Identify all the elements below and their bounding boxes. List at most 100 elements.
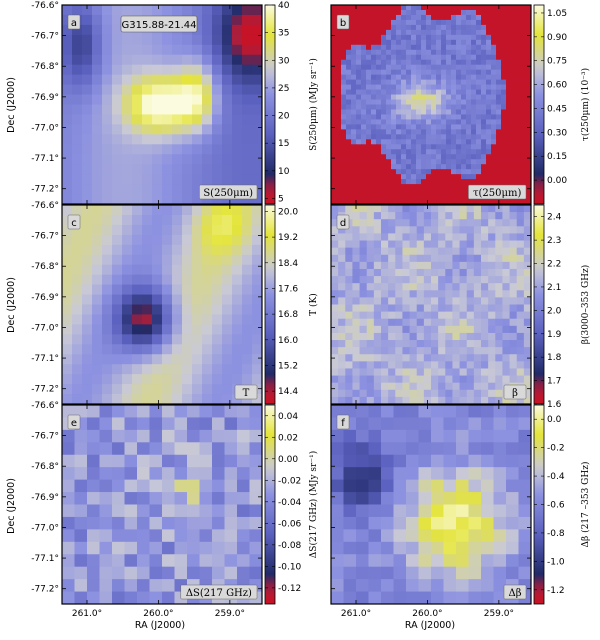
svg-text:d: d — [340, 218, 346, 229]
panel-frame-c — [61, 204, 263, 405]
panel-letter-f: f — [336, 414, 350, 430]
svg-text:c: c — [71, 218, 77, 229]
colorbar-tick-label-d: 1.9 — [547, 330, 562, 340]
colorbar-tick-label-d: 1.6 — [547, 400, 562, 410]
colorbar-tick-label-e: 0.04 — [278, 412, 298, 422]
panel-quantity-d: β — [503, 384, 527, 400]
panel-letter-a: a — [67, 14, 81, 30]
colorbar-tick-label-f: -0.2 — [547, 444, 565, 454]
y-tick-label: -76.9° — [31, 293, 59, 303]
panel-quantity-a: S(250μm) — [199, 184, 258, 200]
y-tick-label: -77.2° — [31, 585, 59, 595]
map-image-b — [331, 5, 531, 204]
colorbar-tick-label-e: -0.08 — [278, 541, 302, 551]
colorbar-tick-label-f: -1.2 — [547, 586, 565, 596]
panel-letter-e: e — [67, 414, 81, 430]
colorbar-c: 20.0 19.2 18.4 17.6 16.8 16.0 15.2 14.4 T (K) — [264, 204, 319, 405]
colorbar-label-c: T (K) — [308, 293, 319, 316]
colorbar-tick-label-f: -0.8 — [547, 529, 565, 539]
x-axis-label-right: RA (J2000) — [405, 620, 455, 631]
svg-text:a: a — [71, 18, 77, 29]
colorbar-tick-label-c: 16.8 — [278, 310, 298, 320]
y-axis-label-mid: Dec (J2000) — [6, 277, 17, 333]
y-tick-label: -77.1° — [31, 554, 59, 564]
panel-quantity-b: τ(250μm) — [468, 184, 527, 200]
y-tick-label: -77.1° — [31, 354, 59, 364]
colorbar-tick-label-a: 30 — [278, 56, 290, 66]
colorbar-tick-label-b: 0.00 — [547, 176, 567, 186]
panel-f: f Δβ — [330, 404, 532, 605]
colorbar-tick-label-b: 0.15 — [547, 152, 567, 162]
panel-letter-b: b — [336, 14, 350, 30]
x-tick-label: 261.0° — [341, 609, 371, 619]
colorbar-tick-label-f: -0.4 — [547, 472, 565, 482]
source-label: G315.88-21.44 — [120, 15, 198, 33]
panel-frame-f — [330, 404, 532, 605]
y-tick-label: -76.7° — [31, 432, 59, 442]
y-tick-label: -77.2° — [31, 385, 59, 395]
svg-text:τ(250μm): τ(250μm) — [473, 188, 522, 199]
y-tick-label: -76.8° — [31, 262, 59, 272]
colorbar-tick-label-e: -0.04 — [278, 498, 302, 508]
colorbar-tick-label-e: 0.02 — [278, 433, 298, 443]
svg-text:ΔS(217 GHz): ΔS(217 GHz) — [186, 588, 252, 599]
map-image-f — [331, 405, 531, 604]
colorbar-tick-label-c: 16.0 — [278, 336, 298, 346]
y-tick-label: -76.7° — [31, 232, 59, 242]
svg-text:f: f — [341, 418, 345, 429]
y-tick-label: -76.6° — [31, 401, 59, 411]
colorbar-tick-label-c: 14.4 — [278, 387, 298, 397]
colorbar-tick-label-b: 0.45 — [547, 104, 567, 114]
colorbar-tick-label-a: 15 — [278, 139, 289, 149]
colorbar-label-e: ΔS(217 GHz) (MJy sr⁻¹) — [308, 451, 319, 558]
y-axis-label-top: Dec (J2000) — [6, 77, 17, 133]
y-tick-label: -77.0° — [31, 123, 59, 133]
colorbar-label-d: β(3000–353 GHz) — [580, 265, 591, 344]
colorbar-tick-label-a: 20 — [278, 112, 290, 122]
colorbar-tick-label-d: 2.4 — [547, 213, 562, 223]
colorbar-tick-label-a: 5 — [278, 194, 284, 204]
panel-d: dβ — [330, 204, 532, 405]
panel-quantity-c: T — [234, 384, 258, 400]
colorbar-tick-label-b: 1.05 — [547, 9, 567, 19]
colorbar-tick-label-d: 2.2 — [547, 260, 561, 270]
svg-text:Δβ: Δβ — [508, 588, 521, 599]
panel-quantity-f: Δβ — [503, 584, 527, 600]
colorbar-label-f: Δβ (217 –353 GHz) — [580, 462, 591, 548]
colorbar-tick-label-c: 20.0 — [278, 207, 298, 217]
panel-b: b τ(250μm) — [330, 4, 532, 205]
colorbar-tick-label-e: -0.02 — [278, 476, 301, 486]
colorbar-tick-label-d: 1.7 — [547, 377, 561, 387]
colorbar-b: 1.05 0.90 0.75 0.60 0.45 0.30 0.15 0.00 τ(250μm)… — [533, 4, 591, 205]
svg-text:S(250μm): S(250μm) — [203, 188, 253, 199]
colorbar-tick-label-f: -0.6 — [547, 501, 565, 511]
x-axis-label-left: RA (J2000) — [135, 620, 185, 631]
colorbar-a: 40 35 30 25 20 15 10 5 S(250μm) (MJy sr⁻¹) — [264, 1, 319, 204]
y-axis-label-bottom: Dec (J2000) — [6, 478, 17, 534]
y-tick-label: -76.7° — [31, 32, 59, 42]
colorbar-tick-label-b: 0.60 — [547, 81, 567, 91]
colorbar-f: 0.0 -0.2 -0.4 -0.6 -0.8 -1.0 -1.2 Δβ (217 –353 … — [533, 404, 591, 605]
colorbar-tick-label-c: 15.2 — [278, 361, 298, 371]
colorbar-tick-label-e: -0.10 — [278, 562, 302, 572]
colorbar-tick-label-d: 2.3 — [547, 236, 561, 246]
svg-text:b: b — [340, 18, 346, 29]
colorbar-tick-label-c: 17.6 — [278, 284, 298, 294]
colorbar-tick-label-c: 18.4 — [278, 259, 298, 269]
source-label-text: G315.88-21.44 — [122, 20, 197, 31]
panel-letter-c: c — [67, 214, 81, 230]
colorbar-tick-label-e: -0.06 — [278, 519, 302, 529]
svg-text:e: e — [71, 418, 77, 429]
x-tick-label: 260.0° — [412, 609, 442, 619]
panel-a: a S(250μm) — [61, 4, 263, 205]
x-tick-label: 259.0° — [484, 609, 514, 619]
x-tick-label: 261.0° — [72, 609, 102, 619]
y-tick-label: -76.6° — [31, 201, 59, 211]
colorbar-tick-label-a: 35 — [278, 29, 289, 39]
colorbar-tick-label-a: 10 — [278, 167, 290, 177]
colorbar-e: 0.04 0.02 0.00 -0.02 -0.04 -0.06 -0.08 -0.10 -0.… — [264, 404, 319, 605]
y-tick-label: -77.2° — [31, 185, 59, 195]
map-image-c — [62, 205, 262, 404]
